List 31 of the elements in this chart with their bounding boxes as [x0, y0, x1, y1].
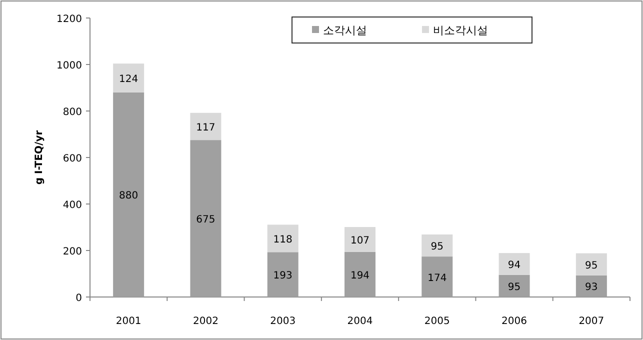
data-label: 94 [508, 260, 521, 271]
x-tick-label: 2007 [578, 316, 604, 327]
data-label: 880 [119, 190, 138, 202]
data-label: 95 [585, 260, 598, 272]
legend-label: 소각시설 [323, 24, 367, 37]
x-tick-label: 2001 [116, 316, 142, 327]
x-tick-label: 2006 [502, 316, 528, 327]
y-tick-label: 200 [62, 246, 82, 258]
x-tick-label: 2002 [192, 316, 218, 327]
data-label: 194 [350, 270, 370, 282]
x-tick-label: 2004 [347, 316, 373, 327]
data-label: 124 [119, 74, 138, 85]
data-label: 117 [196, 122, 216, 134]
y-tick-label: 0 [76, 293, 82, 304]
y-tick-label: 400 [62, 200, 82, 211]
y-tick-label: 800 [62, 107, 82, 118]
data-label: 118 [273, 234, 292, 246]
y-axis-title: g I-TEQ/yr [34, 130, 45, 185]
y-tick-label: 1200 [56, 14, 82, 25]
y-tick-label: 600 [62, 154, 82, 164]
data-label: 107 [350, 235, 370, 246]
y-tick-label: 1000 [56, 60, 82, 72]
legend-label: 비소각시설 [433, 24, 488, 37]
x-tick-label: 2003 [270, 316, 296, 327]
x-tick-label: 2005 [424, 316, 450, 327]
data-label: 193 [273, 270, 292, 282]
data-label: 95 [508, 282, 521, 293]
data-label: 93 [585, 282, 598, 294]
data-label: 95 [430, 242, 444, 252]
data-label: 174 [428, 272, 447, 284]
data-label: 675 [196, 214, 216, 226]
